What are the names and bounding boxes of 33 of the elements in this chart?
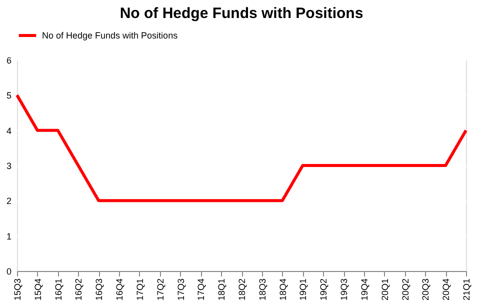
x-tick-label: 20Q2 bbox=[400, 278, 410, 301]
x-tick-label: 17Q2 bbox=[155, 278, 166, 301]
y-tick-label: 4 bbox=[6, 126, 12, 136]
x-tick-label: 17Q4 bbox=[196, 278, 206, 301]
y-tick-label: 0 bbox=[6, 266, 12, 276]
x-tick-label: 19Q2 bbox=[318, 278, 329, 301]
x-tick-label: 17Q1 bbox=[134, 278, 145, 301]
y-tick-label: 6 bbox=[6, 56, 12, 66]
x-tick-label: 19Q3 bbox=[339, 278, 350, 301]
y-tick-label: 2 bbox=[6, 196, 12, 206]
y-tick-label: 1 bbox=[6, 231, 12, 242]
x-tick-label: 16Q4 bbox=[114, 278, 125, 301]
chart-title: No of Hedge Funds with Positions bbox=[120, 5, 364, 22]
x-tick-label: 20Q3 bbox=[420, 278, 431, 301]
x-tick-label: 17Q3 bbox=[176, 278, 186, 301]
x-tick-label: 16Q1 bbox=[53, 278, 64, 301]
x-tick-label: 19Q1 bbox=[298, 278, 308, 301]
x-tick-label: 21Q1 bbox=[462, 278, 472, 301]
y-tick-label: 3 bbox=[6, 161, 12, 171]
y-tick-label: 5 bbox=[6, 90, 12, 101]
x-tick-label: 15Q3 bbox=[12, 278, 22, 301]
x-tick-label: 18Q4 bbox=[278, 278, 288, 301]
x-tick-label: 15Q4 bbox=[32, 278, 43, 301]
line-series bbox=[16, 94, 468, 202]
x-tick-label: 18Q3 bbox=[257, 278, 268, 301]
x-tick-label: 19Q4 bbox=[359, 278, 370, 301]
x-tick-label: 18Q1 bbox=[216, 278, 227, 301]
x-tick-label: 20Q4 bbox=[441, 278, 452, 301]
x-tick-label: 20Q1 bbox=[380, 278, 390, 301]
legend-label: No of Hedge Funds with Positions bbox=[42, 30, 178, 40]
x-tick-label: 16Q3 bbox=[94, 278, 104, 301]
x-tick-label: 18Q2 bbox=[237, 278, 247, 301]
x-tick-label: 16Q2 bbox=[74, 278, 84, 301]
